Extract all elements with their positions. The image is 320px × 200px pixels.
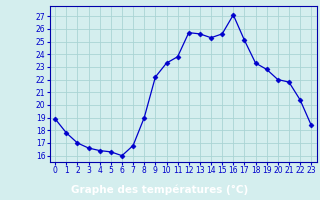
Text: Graphe des températures (°C): Graphe des températures (°C) <box>71 184 249 195</box>
